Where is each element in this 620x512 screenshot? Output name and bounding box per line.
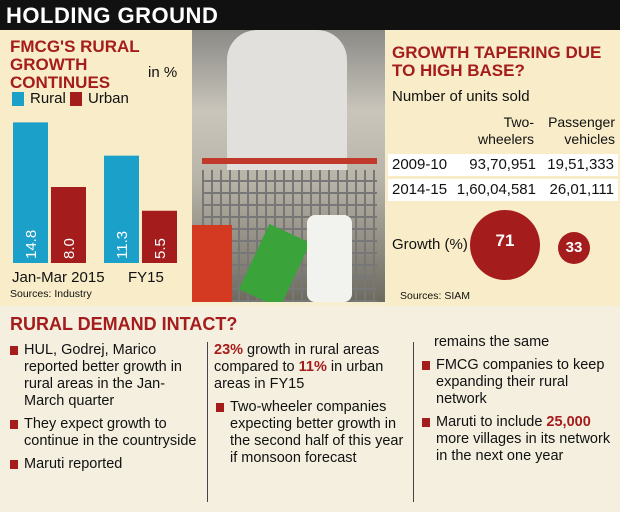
row-year: 2014-15	[392, 181, 448, 198]
bullet: HUL, Godrej, Marico reported better grow…	[8, 342, 204, 410]
section-heading: RURAL DEMAND INTACT?	[10, 314, 238, 334]
cart-handle	[202, 158, 377, 164]
highlight: 11%	[298, 359, 327, 375]
rural-demand-section: RURAL DEMAND INTACT? HUL, Godrej, Marico…	[0, 306, 620, 512]
source: Sources: Industry	[10, 288, 92, 300]
table-subtitle: Number of units sold	[392, 88, 530, 105]
header-bar: HOLDING GROUND	[0, 0, 620, 30]
bar-urban	[142, 210, 177, 263]
column-3: remains the same FMCG companies to keep …	[420, 334, 616, 471]
bullet: Maruti to include 25,000 more villages i…	[420, 414, 616, 465]
bullet: FMCG companies to keep expanding their r…	[420, 357, 616, 408]
bottle	[192, 225, 232, 302]
cell: 19,51,333	[547, 156, 614, 173]
growth-label: Growth (%)	[392, 236, 468, 253]
bar-value-label: 14.8	[23, 230, 40, 259]
legend-swatch-rural	[12, 92, 24, 106]
paragraph: 23% growth in rural areas compared to 11…	[214, 342, 410, 393]
divider	[413, 342, 414, 502]
bullet: They expect growth to continue in the co…	[8, 416, 204, 450]
bar-rural	[104, 155, 139, 263]
bar-rural	[13, 122, 48, 264]
growth-table-panel: GROWTH TAPERING DUE TO HIGH BASE? Number…	[386, 30, 620, 306]
bottle	[307, 215, 352, 302]
column-2: 23% growth in rural areas compared to 11…	[214, 342, 410, 473]
source: Sources: SIAM	[400, 290, 471, 302]
col-header-passenger: Passenger vehicles	[548, 114, 615, 147]
cell: 93,70,951	[469, 156, 536, 173]
chart-title: FMCG'S RURAL GROWTH CONTINUES	[10, 37, 140, 92]
page-title: HOLDING GROUND	[6, 3, 219, 28]
col-header-two-wheelers: Two-wheelers	[477, 114, 534, 147]
bullet: Two-wheeler companies expecting better g…	[214, 399, 410, 467]
table-title: GROWTH TAPERING DUE TO HIGH BASE?	[392, 43, 602, 80]
bar-urban	[51, 187, 86, 263]
shirt-shape	[227, 30, 347, 170]
bar-value-label: 11.3	[114, 231, 131, 259]
highlight: 23%	[214, 342, 244, 358]
legend-swatch-urban	[70, 92, 82, 106]
x-label-fy15: FY15	[128, 269, 164, 286]
text: growth in rural areas compared to	[214, 342, 380, 375]
chart-unit: in %	[148, 64, 178, 81]
fmcg-chart-panel: FMCG'S RURAL GROWTH CONTINUES in % Rural…	[0, 30, 192, 306]
text: Maruti to include	[436, 414, 547, 430]
bar-value-label: 8.0	[61, 238, 78, 259]
bar-chart: 14.8 11.3 8.0 5.5	[13, 122, 177, 264]
bullet: Maruti reported	[8, 456, 204, 473]
growth-bubble-two-wheelers: 71	[470, 210, 540, 280]
paragraph: remains the same	[434, 334, 550, 350]
table-row: 2014-15 1,60,04,581 26,01,111	[388, 179, 618, 201]
divider	[207, 342, 208, 502]
column-1: HUL, Godrej, Marico reported better grow…	[8, 342, 204, 479]
legend-urban: Urban	[88, 90, 129, 107]
cell: 26,01,111	[549, 181, 614, 198]
text: more villages in its network in the next…	[436, 431, 611, 464]
growth-bubble-passenger: 33	[558, 232, 590, 264]
row-year: 2009-10	[392, 156, 448, 173]
highlight: 25,000	[546, 414, 591, 430]
cell: 1,60,04,581	[456, 181, 536, 198]
text: in urban areas in FY15	[214, 359, 384, 392]
bar-value-label: 5.5	[152, 238, 169, 259]
table-row: 2009-10 93,70,951 19,51,333	[388, 154, 618, 176]
shopping-cart-photo	[192, 30, 385, 302]
legend-rural: Rural	[30, 90, 66, 107]
x-label-jan-mar: Jan-Mar 2015	[12, 269, 105, 286]
